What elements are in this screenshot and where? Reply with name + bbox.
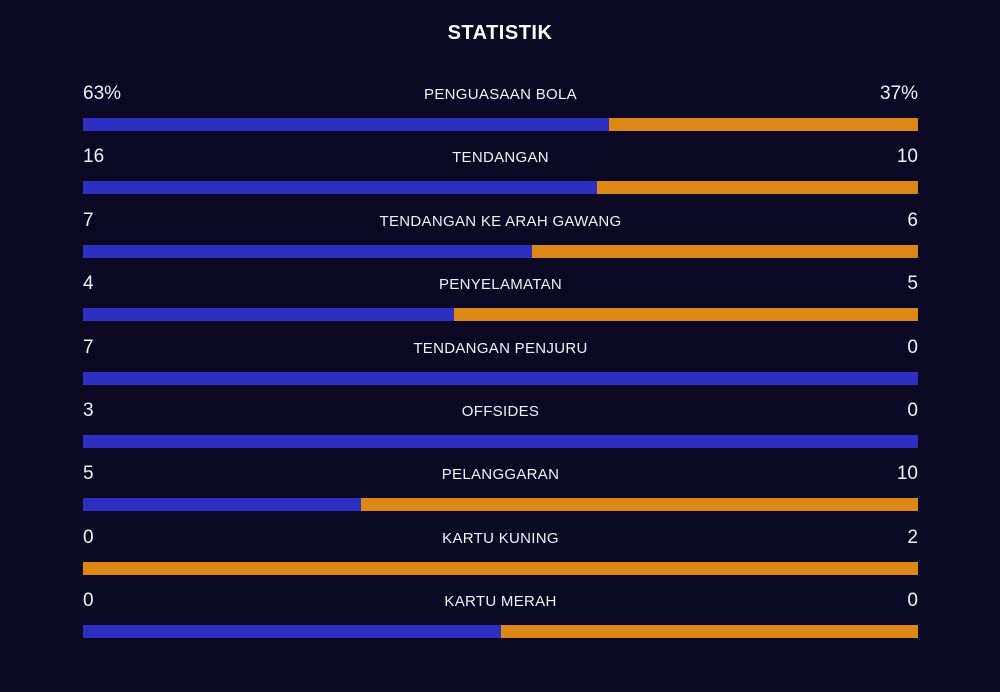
stat-label: KARTU KUNING bbox=[442, 529, 559, 547]
comparison-bar bbox=[83, 498, 918, 512]
home-bar-segment bbox=[83, 625, 501, 639]
away-value: 6 bbox=[907, 209, 918, 231]
home-value: 7 bbox=[83, 336, 94, 358]
stat-label: PENYELAMATAN bbox=[438, 276, 563, 294]
stat-row-yellow-cards: 0 KARTU KUNING 2 bbox=[83, 524, 918, 587]
comparison-bar bbox=[83, 181, 918, 195]
stat-label: TENDANGAN bbox=[452, 149, 549, 167]
away-value: 5 bbox=[907, 273, 918, 295]
home-value: 63% bbox=[83, 83, 122, 104]
stat-row-fouls: 5 PELANGGARAN 10 bbox=[83, 460, 918, 523]
comparison-bar bbox=[83, 244, 918, 258]
home-bar-segment bbox=[83, 181, 597, 195]
away-bar-segment bbox=[609, 118, 918, 131]
stat-label: PELANGGARAN bbox=[441, 466, 560, 484]
stat-row-offsides: 3 OFFSIDES 0 bbox=[83, 397, 918, 460]
home-bar-segment bbox=[83, 244, 533, 258]
stats-list: 63% PENGUASAAN BOLA 37% 16 TENDANGAN 10 … bbox=[83, 80, 918, 651]
stat-row-red-cards: 0 KARTU MERAH 0 bbox=[83, 587, 918, 650]
home-value: 0 bbox=[83, 590, 94, 612]
home-bar-segment bbox=[83, 371, 918, 385]
home-bar-segment bbox=[83, 308, 454, 322]
stat-row-possession: 63% PENGUASAAN BOLA 37% bbox=[83, 80, 918, 143]
away-value: 0 bbox=[907, 336, 918, 358]
away-bar-segment bbox=[500, 625, 918, 639]
away-bar-segment bbox=[532, 244, 918, 258]
stat-label: OFFSIDES bbox=[461, 402, 540, 420]
away-bar-segment bbox=[83, 561, 918, 575]
away-value: 37% bbox=[879, 83, 918, 104]
home-value: 4 bbox=[83, 273, 94, 295]
home-bar-segment bbox=[83, 434, 918, 448]
stat-label: TENDANGAN KE ARAH GAWANG bbox=[379, 212, 622, 230]
stat-row-shots: 16 TENDANGAN 10 bbox=[83, 143, 918, 206]
home-value: 16 bbox=[83, 146, 105, 168]
comparison-bar bbox=[83, 561, 918, 575]
comparison-bar bbox=[83, 118, 918, 131]
away-value: 10 bbox=[896, 146, 918, 168]
stat-label: TENDANGAN PENJURU bbox=[413, 339, 588, 357]
comparison-bar bbox=[83, 434, 918, 448]
stat-label: KARTU MERAH bbox=[444, 593, 557, 611]
home-bar-segment bbox=[83, 498, 362, 512]
home-value: 0 bbox=[83, 526, 94, 548]
home-value: 7 bbox=[83, 209, 94, 231]
stat-row-shots-on-target: 7 TENDANGAN KE ARAH GAWANG 6 bbox=[83, 207, 918, 270]
away-value: 0 bbox=[907, 590, 918, 612]
stat-label: PENGUASAAN BOLA bbox=[424, 86, 577, 103]
stat-row-saves: 4 PENYELAMATAN 5 bbox=[83, 270, 918, 333]
comparison-bar bbox=[83, 371, 918, 385]
away-bar-segment bbox=[596, 181, 918, 195]
comparison-bar bbox=[83, 308, 918, 322]
home-value: 5 bbox=[83, 463, 94, 485]
away-bar-segment bbox=[361, 498, 918, 512]
stats-title: STATISTIK bbox=[447, 22, 553, 44]
stat-row-corners: 7 TENDANGAN PENJURU 0 bbox=[83, 334, 918, 397]
away-value: 10 bbox=[896, 463, 918, 485]
home-value: 3 bbox=[83, 399, 94, 421]
comparison-bar bbox=[83, 625, 918, 639]
away-bar-segment bbox=[453, 308, 918, 322]
away-value: 2 bbox=[907, 526, 918, 548]
home-bar-segment bbox=[83, 118, 610, 131]
away-value: 0 bbox=[907, 399, 918, 421]
